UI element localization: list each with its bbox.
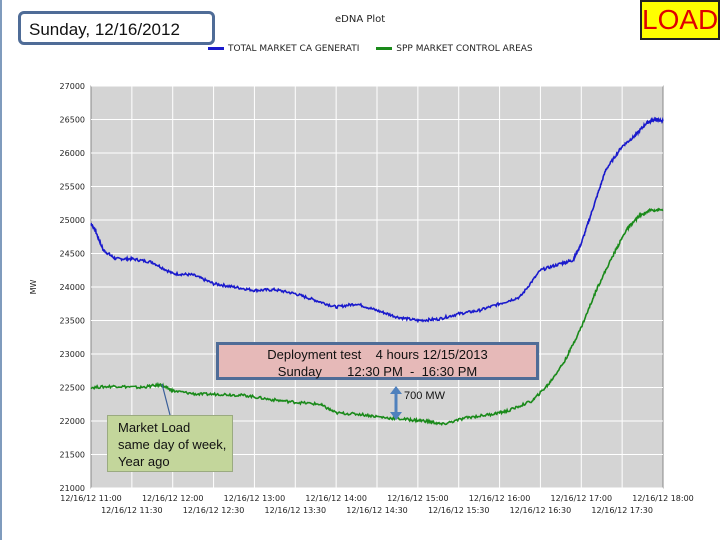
y-tick-label: 21500 bbox=[60, 451, 85, 460]
x-tick-label: 12/16/12 12:30 bbox=[183, 506, 245, 515]
x-tick-label: 12/16/12 15:00 bbox=[387, 494, 449, 503]
y-axis-label: MW bbox=[29, 280, 38, 295]
chart-legend: TOTAL MARKET CA GENERATI SPP MARKET CONT… bbox=[208, 44, 547, 54]
legend-label-total: TOTAL MARKET CA GENERATI bbox=[228, 44, 360, 54]
market-load-pointer bbox=[161, 383, 171, 416]
x-tick-label: 12/16/12 18:00 bbox=[632, 494, 694, 503]
y-tick-label: 27000 bbox=[60, 82, 85, 91]
y-tick-label: 23500 bbox=[60, 317, 85, 326]
y-tick-label: 22500 bbox=[60, 384, 85, 393]
y-tick-label: 24500 bbox=[60, 250, 85, 259]
y-tick-label: 21000 bbox=[60, 484, 85, 493]
x-tick-label: 12/16/12 16:30 bbox=[510, 506, 572, 515]
x-tick-label: 12/16/12 13:30 bbox=[265, 506, 327, 515]
date-label: Sunday, 12/16/2012 bbox=[18, 11, 215, 45]
legend-item-spp: SPP MARKET CONTROL AREAS bbox=[376, 44, 533, 54]
y-tick-label: 23000 bbox=[60, 350, 85, 359]
x-tick-label: 12/16/12 17:30 bbox=[591, 506, 653, 515]
market-line-1: Market Load bbox=[118, 420, 191, 435]
mw-difference-label: 700 MW bbox=[404, 390, 445, 402]
load-badge: LOAD bbox=[640, 0, 720, 40]
market-line-2: same day of week, bbox=[118, 437, 227, 452]
x-tick-label: 12/16/12 17:00 bbox=[551, 494, 613, 503]
deployment-test-callout: Deployment test 4 hours 12/15/2013 Sunda… bbox=[216, 342, 539, 380]
x-tick-label: 12/16/12 16:00 bbox=[469, 494, 531, 503]
series-line-spp-market bbox=[90, 207, 664, 426]
legend-swatch-total bbox=[208, 47, 224, 50]
chart-title: eDNA Plot bbox=[335, 14, 386, 25]
legend-swatch-spp bbox=[376, 47, 393, 50]
x-tick-label: 12/16/12 12:00 bbox=[142, 494, 204, 503]
deploy-line-2: Sunday 12:30 PM - 16:30 PM bbox=[277, 364, 478, 379]
y-tick-label: 25500 bbox=[60, 183, 85, 192]
y-tick-label: 22000 bbox=[60, 417, 85, 426]
series-line-total-market bbox=[90, 116, 664, 324]
market-line-3: Year ago bbox=[118, 454, 170, 469]
x-tick-label: 12/16/12 15:30 bbox=[428, 506, 490, 515]
legend-label-spp: SPP MARKET CONTROL AREAS bbox=[396, 44, 533, 54]
x-tick-label: 12/16/12 14:30 bbox=[346, 506, 408, 515]
y-tick-label: 24000 bbox=[60, 283, 85, 292]
y-tick-label: 26000 bbox=[60, 149, 85, 158]
mw-gap-arrowhead-down bbox=[390, 412, 402, 420]
x-tick-label: 12/16/12 14:00 bbox=[305, 494, 367, 503]
market-load-callout: Market Load same day of week, Year ago bbox=[107, 415, 233, 472]
y-tick-label: 26500 bbox=[60, 116, 85, 125]
y-tick-label: 25000 bbox=[60, 216, 85, 225]
x-tick-label: 12/16/12 11:00 bbox=[60, 494, 122, 503]
x-tick-label: 12/16/12 13:00 bbox=[224, 494, 286, 503]
legend-item-total: TOTAL MARKET CA GENERATI bbox=[208, 44, 359, 54]
mw-gap-arrowhead-up bbox=[390, 386, 402, 394]
x-tick-label: 12/16/12 11:30 bbox=[101, 506, 163, 515]
deploy-line-1: Deployment test 4 hours 12/15/2013 bbox=[267, 347, 488, 362]
